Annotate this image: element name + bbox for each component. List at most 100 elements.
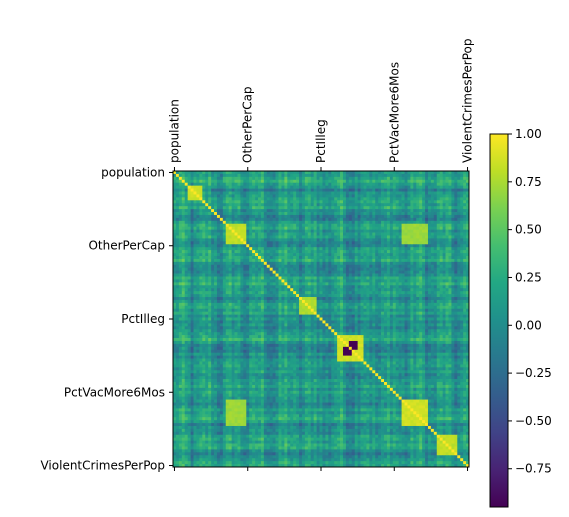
heatmap-cell (287, 214, 291, 219)
heatmap-cell (293, 299, 297, 304)
heatmap-cell (184, 247, 189, 251)
heatmap-cell (319, 305, 323, 310)
heatmap-cell (451, 253, 455, 257)
heatmap-cell (422, 297, 426, 301)
heatmap-cell (340, 247, 344, 251)
heatmap-cell (175, 264, 180, 269)
heatmap-cell (293, 244, 297, 248)
heatmap-cell (272, 235, 276, 239)
heatmap-cell (228, 305, 232, 310)
heatmap-cell (357, 294, 361, 298)
heatmap-cell (389, 291, 394, 295)
heatmap-cell (416, 247, 420, 251)
heatmap-cell (354, 220, 358, 225)
heatmap-cell (184, 294, 189, 298)
heatmap-cell (427, 171, 432, 175)
heatmap-cell (325, 267, 329, 271)
heatmap-cell (401, 297, 405, 301)
heatmap-cell (384, 209, 388, 213)
heatmap-cell (216, 171, 221, 175)
heatmap-cell (184, 285, 189, 289)
heatmap-cell (257, 247, 262, 251)
heatmap-cell (184, 305, 189, 310)
heatmap-cell (357, 291, 361, 295)
heatmap-cell (193, 244, 197, 248)
heatmap-cell (425, 194, 429, 198)
heatmap-cell (378, 229, 382, 233)
heatmap-cell (313, 267, 317, 271)
heatmap-cell (369, 250, 373, 254)
heatmap-cell (202, 176, 206, 181)
heatmap-cell (199, 282, 203, 286)
heatmap-cell (196, 311, 200, 315)
heatmap-cell (360, 176, 364, 181)
heatmap-cell (466, 223, 470, 228)
heatmap-cell (325, 217, 329, 222)
heatmap-cell (225, 173, 230, 178)
heatmap-cell (448, 282, 452, 286)
heatmap-cell (214, 288, 218, 292)
heatmap-cell (287, 305, 291, 310)
heatmap-cell (237, 188, 241, 192)
heatmap-cell (190, 279, 194, 283)
heatmap-cell (384, 273, 388, 277)
heatmap-cell (369, 285, 373, 289)
heatmap-cell (430, 305, 435, 310)
heatmap-cell (211, 212, 215, 216)
heatmap-cell (340, 229, 344, 233)
heatmap-cell (173, 176, 177, 181)
heatmap-cell (340, 261, 344, 266)
heatmap-cell (442, 294, 446, 298)
heatmap-cell (193, 203, 197, 207)
heatmap-cell (263, 171, 268, 175)
heatmap-cell (287, 209, 291, 213)
heatmap-cell (439, 279, 443, 283)
heatmap-cell (445, 288, 449, 292)
heatmap-cell (284, 197, 288, 201)
heatmap-cell (202, 220, 206, 225)
heatmap-cell (187, 220, 191, 225)
heatmap-cell (304, 188, 309, 192)
heatmap-cell (360, 297, 364, 301)
heatmap-cell (202, 255, 206, 260)
heatmap-cell (219, 206, 224, 210)
heatmap-cell (240, 305, 244, 310)
heatmap-cell (366, 212, 370, 216)
heatmap-cell (284, 229, 288, 233)
heatmap-cell (316, 305, 320, 310)
heatmap-cell (310, 185, 315, 189)
heatmap-cell (413, 197, 417, 201)
heatmap-cell (202, 267, 206, 271)
heatmap-cell (190, 255, 194, 260)
heatmap-cell (448, 238, 452, 242)
heatmap-cell (325, 188, 329, 192)
heatmap-cell (366, 209, 370, 213)
heatmap-cell (287, 258, 291, 263)
heatmap-cell (272, 226, 276, 230)
heatmap-cell (369, 270, 373, 274)
heatmap-cell (290, 206, 294, 210)
heatmap-cell (175, 250, 180, 254)
heatmap-cell (269, 285, 273, 289)
heatmap-cell (237, 223, 241, 228)
heatmap-cell (404, 308, 408, 313)
heatmap-cell (345, 299, 350, 304)
heatmap-cell (219, 235, 224, 239)
heatmap-cell (433, 250, 438, 254)
heatmap-cell (460, 206, 464, 210)
heatmap-cell (422, 206, 426, 210)
heatmap-cell (351, 308, 356, 313)
heatmap-cell (369, 203, 373, 207)
heatmap-cell (416, 282, 420, 286)
heatmap-cell (410, 203, 414, 207)
heatmap-cell (369, 258, 373, 263)
heatmap-cell (249, 255, 253, 260)
heatmap-cell (275, 217, 279, 222)
heatmap-cell (340, 206, 344, 210)
heatmap-cell (190, 223, 194, 228)
heatmap-cell (413, 203, 417, 207)
heatmap-cell (363, 276, 367, 280)
heatmap-cell (334, 179, 338, 184)
heatmap-cell (348, 226, 353, 230)
heatmap-cell (460, 250, 464, 254)
